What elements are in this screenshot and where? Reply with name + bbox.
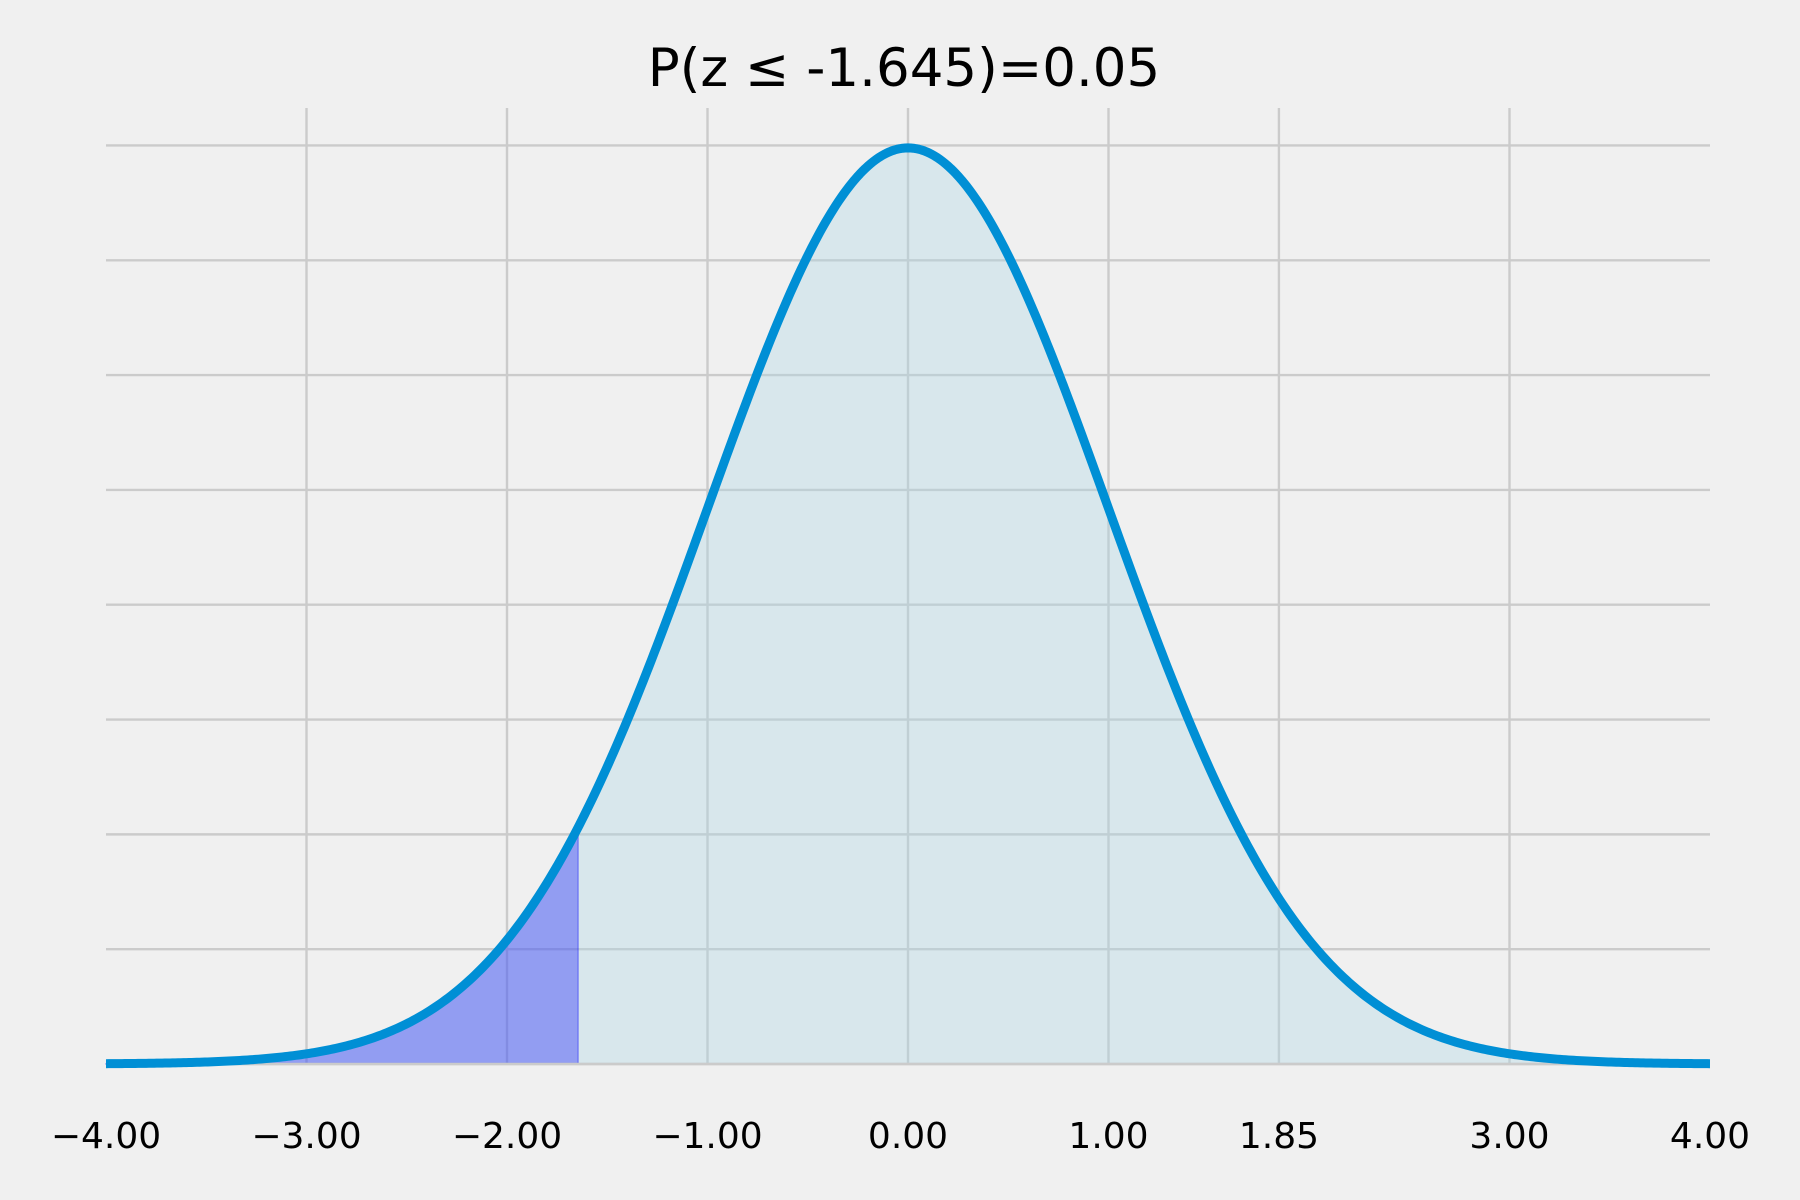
x-tick-label: −3.00 (251, 1116, 361, 1157)
x-tick-label: 3.00 (1469, 1116, 1549, 1157)
x-tick-label: 1.85 (1239, 1116, 1319, 1157)
x-tick-label: −2.00 (452, 1116, 562, 1157)
x-axis-ticks: −4.00 −3.00 −2.00 −1.00 0.00 1.00 1.85 3.00 4.00 (51, 1116, 1750, 1157)
x-tick-label: −1.00 (652, 1116, 762, 1157)
x-tick-label: 1.00 (1068, 1116, 1148, 1157)
x-tick-label: −4.00 (51, 1116, 161, 1157)
chart-title: P(z ≤ -1.645)=0.05 (648, 38, 1161, 99)
x-tick-label: 4.00 (1670, 1116, 1750, 1157)
x-tick-label: 0.00 (868, 1116, 948, 1157)
